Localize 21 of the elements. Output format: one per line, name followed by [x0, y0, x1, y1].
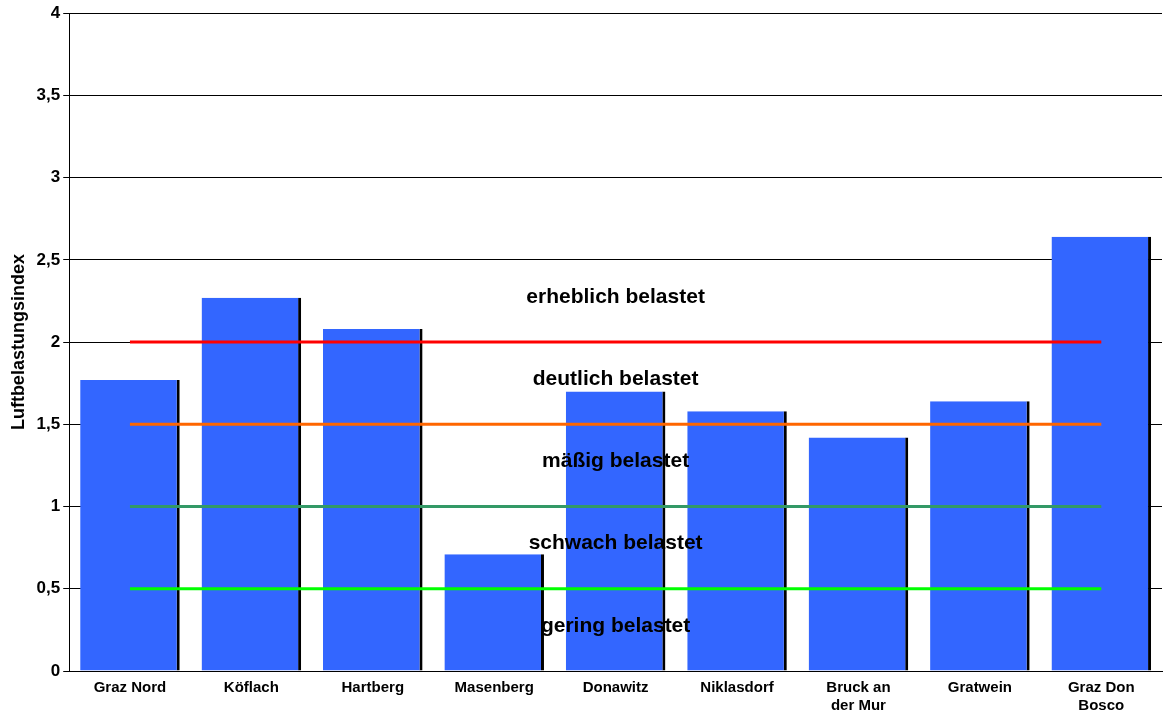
annotation: erheblich belastet — [526, 283, 705, 307]
y-axis-title: Luftbelastungsindex — [7, 254, 28, 431]
x-tick-label: Köflach — [223, 678, 279, 696]
x-tick-label: Bruck an der Mur — [826, 678, 891, 714]
x-tick-label: Masenberg — [454, 678, 534, 696]
x-tick-label: Graz Nord — [93, 678, 167, 696]
y-tick-label: 0,5 — [36, 578, 61, 598]
y-tick-label: 3 — [50, 167, 61, 187]
x-tick-label: Niklasdorf — [700, 678, 775, 696]
y-tick-label: 0 — [50, 660, 61, 680]
y-tick-label: 1 — [50, 496, 61, 516]
y-tick-label: 2 — [50, 331, 61, 351]
x-tick-label: Donawitz — [582, 678, 649, 696]
x-tick-label: Hartberg — [341, 678, 405, 696]
y-tick-label: 2,5 — [36, 249, 61, 269]
y-tick-label: 4 — [50, 2, 61, 22]
y-tick-label: 1,5 — [36, 414, 61, 434]
y-tick-label: 3,5 — [36, 85, 61, 105]
x-tick-label: Graz Don Bosco — [1067, 678, 1135, 714]
annotation: deutlich belastet — [532, 365, 699, 389]
x-tick-label: Gratwein — [947, 678, 1012, 696]
